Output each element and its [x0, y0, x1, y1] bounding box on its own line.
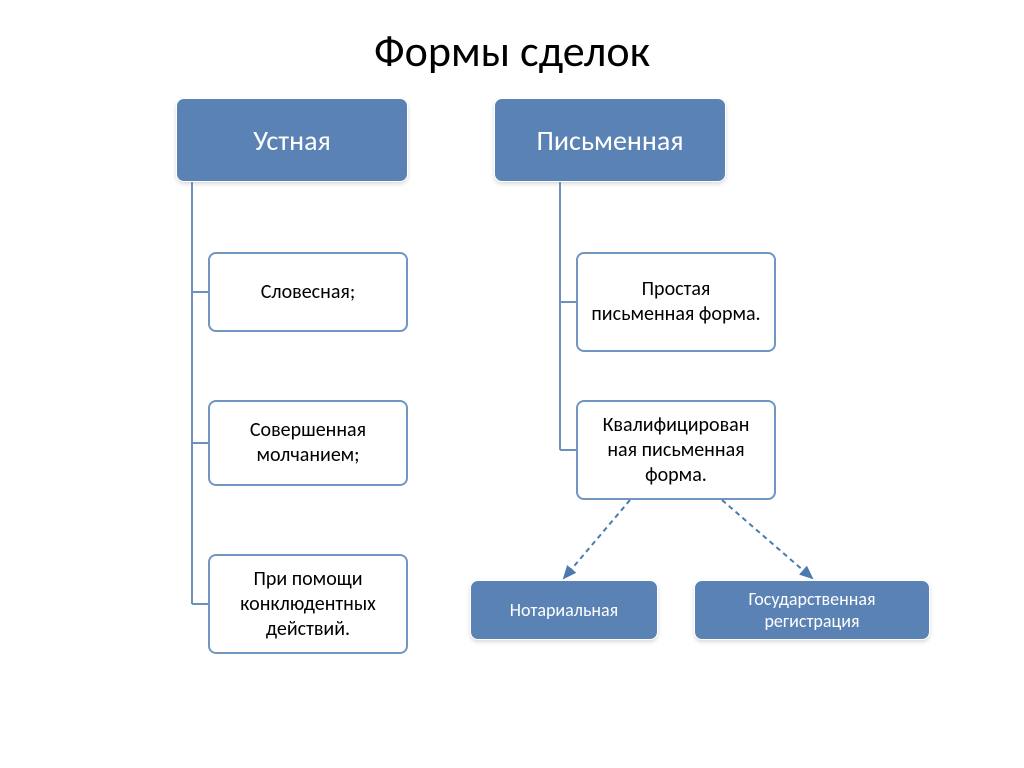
leaf-label: Нотариальная: [510, 599, 618, 622]
leaf-label: Государственная регистрация: [705, 588, 919, 633]
child-label: Квалифицирован ная письменная форма.: [588, 413, 764, 488]
child-node-qualified-written: Квалифицирован ная письменная форма.: [576, 400, 776, 500]
child-node-simple-written: Простая письменная форма.: [576, 252, 776, 352]
root-node-written: Письменная: [494, 98, 726, 182]
child-node-verbal: Словесная;: [208, 252, 408, 332]
child-label: Словесная;: [261, 280, 356, 305]
child-node-conclusive: При помощи конклюдентных действий.: [208, 554, 408, 654]
root-label-oral: Устная: [253, 123, 331, 158]
leaf-node-notarial: Нотариальная: [470, 580, 658, 640]
child-label: Простая письменная форма.: [588, 277, 764, 327]
page-title: Формы сделок: [0, 0, 1024, 78]
leaf-node-state-registration: Государственная регистрация: [694, 580, 930, 640]
child-label: Совершенная молчанием;: [220, 418, 396, 468]
child-label: При помощи конклюдентных действий.: [220, 567, 396, 642]
child-node-silence: Совершенная молчанием;: [208, 400, 408, 486]
root-node-oral: Устная: [176, 98, 408, 182]
root-label-written: Письменная: [536, 123, 683, 158]
